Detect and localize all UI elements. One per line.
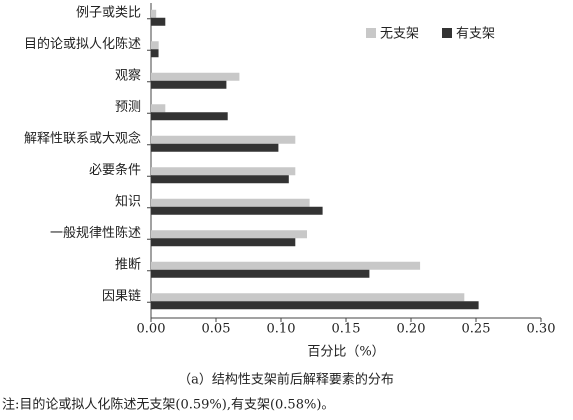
bar	[151, 301, 479, 310]
x-tick-label: 0.25	[462, 322, 491, 337]
y-tick-label: 推断	[115, 257, 141, 272]
bar	[151, 293, 465, 302]
x-tick-label: 0.30	[527, 322, 556, 337]
bar	[151, 175, 289, 184]
bar	[151, 167, 296, 176]
y-tick-label: 知识	[115, 193, 141, 209]
legend-label: 有支架	[456, 27, 495, 42]
y-tick-label: 目的论或拟人化陈述	[24, 36, 141, 52]
caption: （a）结构性支架前后解释要素的分布	[178, 372, 394, 388]
x-tick-label: 0.05	[202, 322, 231, 337]
x-tick-label: 0.10	[267, 322, 296, 337]
legend-swatch	[442, 28, 452, 38]
bar	[151, 17, 166, 26]
bar	[151, 49, 159, 58]
bar	[151, 206, 323, 215]
bar	[151, 112, 228, 121]
legend-swatch	[366, 28, 376, 38]
y-tick-label: 必要条件	[89, 162, 141, 178]
bar	[151, 269, 370, 278]
x-axis-label: 百分比（%）	[307, 345, 384, 360]
bar	[151, 9, 157, 18]
bar	[151, 135, 296, 144]
y-tick-label: 一般规律性陈述	[50, 225, 141, 241]
bar	[151, 104, 166, 113]
note: 注:目的论或拟人化陈述无支架(0.59%),有支架(0.58%)。	[2, 397, 334, 413]
bar	[151, 198, 310, 207]
y-tick-label: 解释性联系或大观念	[24, 130, 141, 146]
bar	[151, 41, 159, 50]
bar	[151, 230, 307, 239]
y-tick-label: 因果链	[102, 289, 141, 304]
y-tick-label: 预测	[115, 100, 141, 115]
legend-label: 无支架	[380, 27, 419, 42]
bar	[151, 72, 240, 81]
y-tick-label: 例子或类比	[76, 5, 141, 20]
y-tick-label: 观察	[115, 68, 141, 83]
bar	[151, 80, 227, 89]
bar	[151, 238, 296, 247]
x-tick-label: 0.15	[332, 322, 361, 337]
x-tick-label: 0.00	[137, 322, 166, 337]
bar	[151, 261, 421, 270]
bar	[151, 143, 279, 152]
x-tick-label: 0.20	[397, 322, 426, 337]
